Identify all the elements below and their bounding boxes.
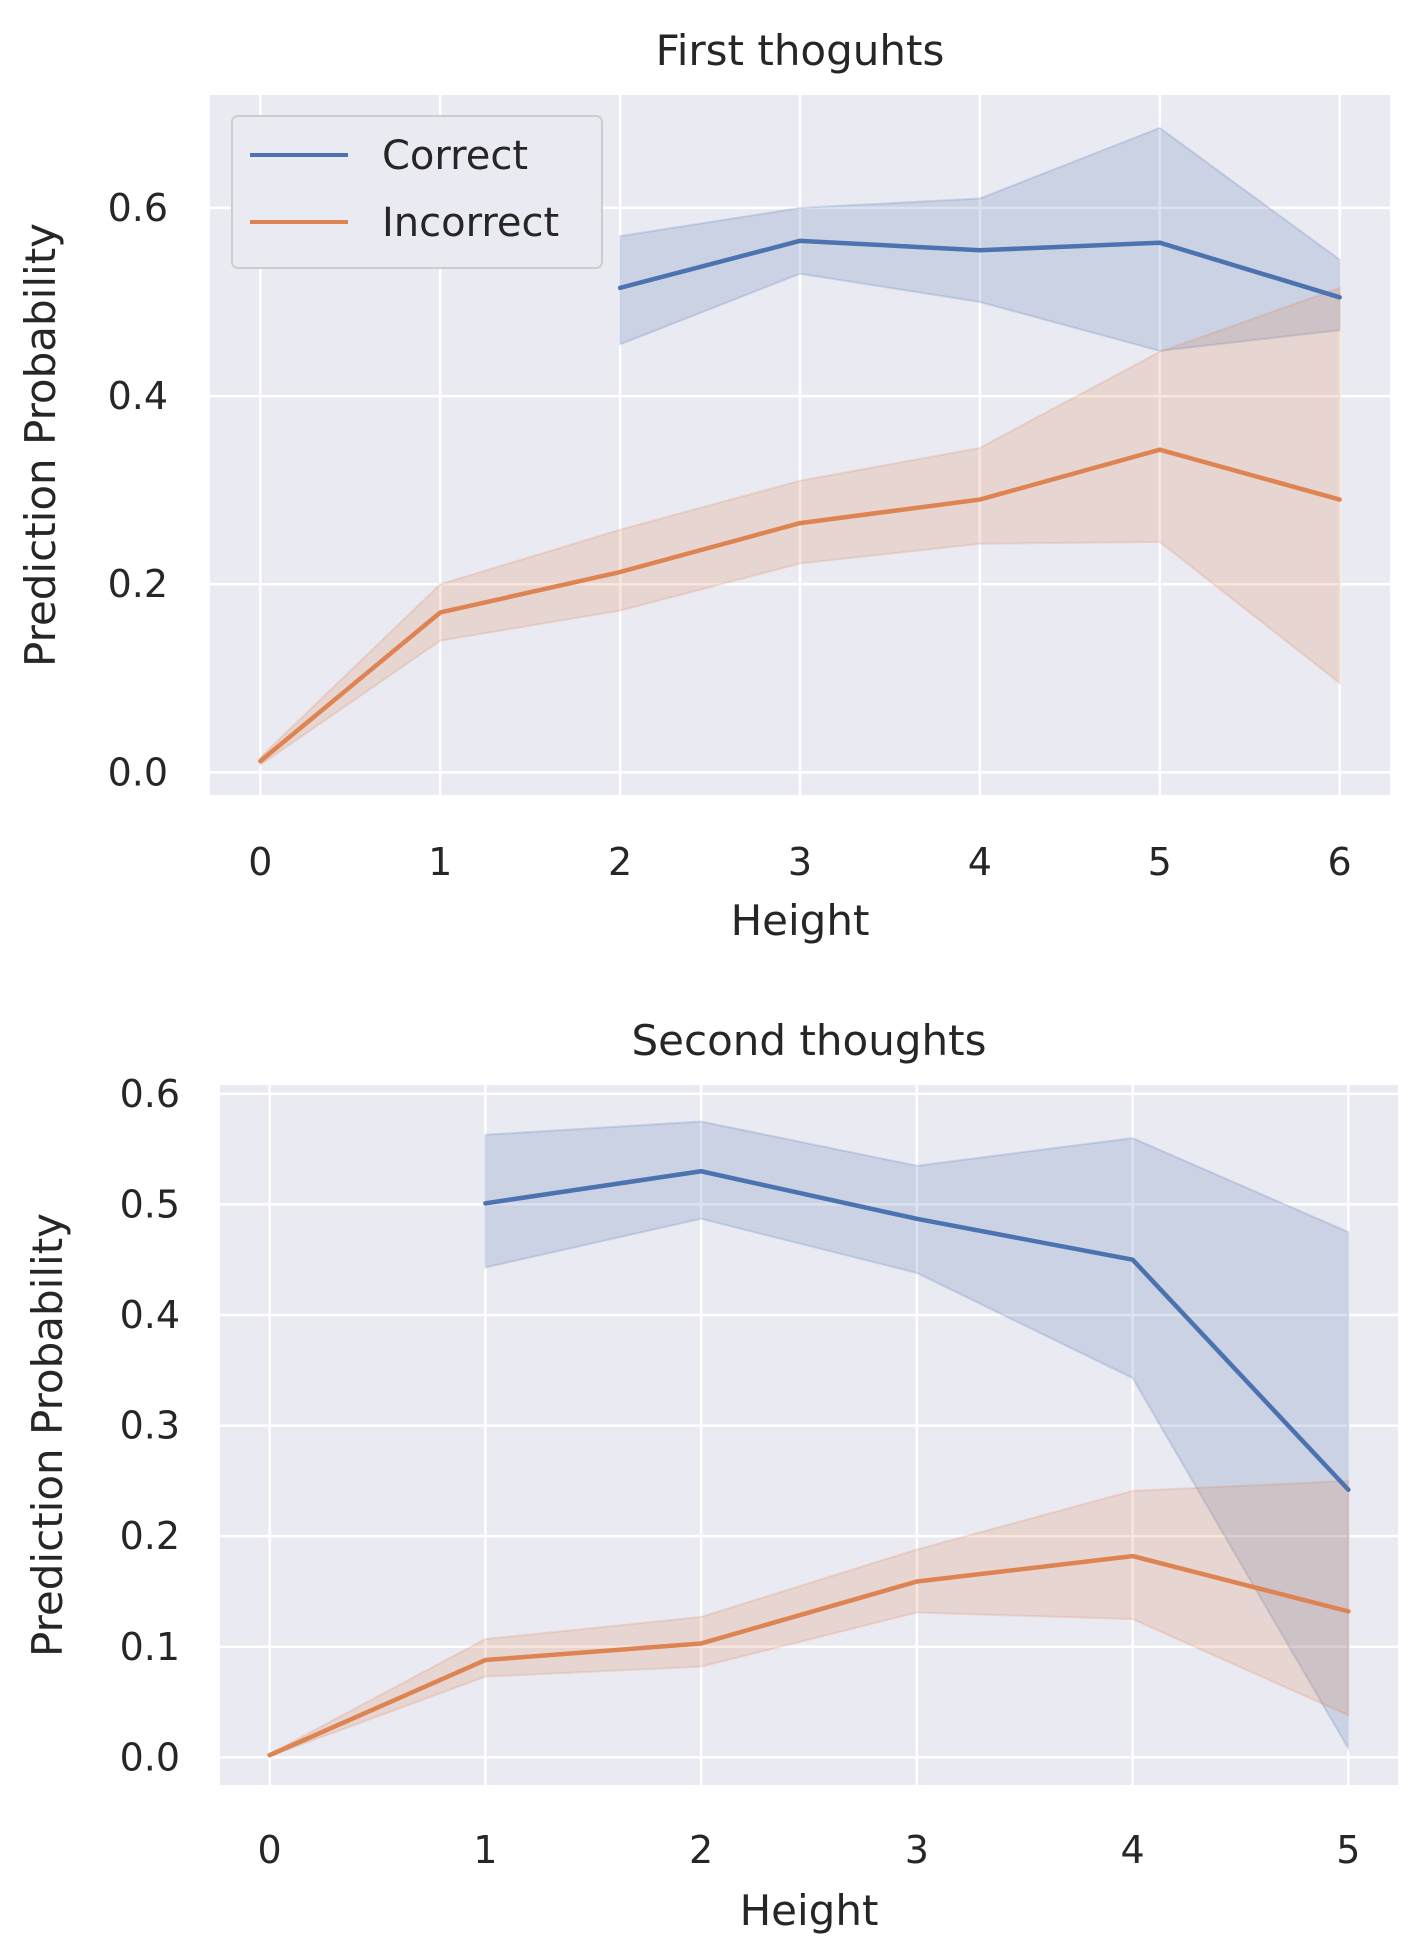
y-tick-label: 0.5 bbox=[120, 1182, 180, 1226]
plot-area bbox=[220, 1085, 1398, 1785]
y-tick-label: 0.4 bbox=[108, 374, 168, 418]
x-tick-label: 2 bbox=[689, 1828, 713, 1872]
y-tick-label: 0.6 bbox=[108, 186, 168, 230]
chart-first-thoughts: 0 1 2 3 4 5 6 0.0 0.2 0.4 0.6 First thoguhts Heig… bbox=[16, 26, 1390, 945]
y-axis-label: Prediction Probability bbox=[16, 223, 65, 667]
x-tick-labels: 0 1 2 3 4 5 bbox=[258, 1828, 1361, 1872]
confidence-bands bbox=[259, 126, 1341, 767]
x-axis-label: Height bbox=[731, 896, 870, 945]
legend: Correct Incorrect bbox=[231, 115, 603, 269]
series-line-correct bbox=[617, 238, 1342, 300]
y-tick-label: 0.2 bbox=[120, 1514, 180, 1558]
series-lines bbox=[267, 1169, 1351, 1758]
y-tick-label: 0.1 bbox=[120, 1625, 180, 1669]
x-tick-label: 5 bbox=[1336, 1828, 1360, 1872]
y-tick-label: 0.0 bbox=[108, 750, 168, 794]
x-tick-label: 4 bbox=[1121, 1828, 1145, 1872]
y-axis-label: Prediction Probability bbox=[23, 1213, 72, 1657]
y-tick-labels: 0.0 0.2 0.4 0.6 bbox=[108, 186, 168, 795]
legend-label-incorrect: Incorrect bbox=[382, 200, 559, 246]
confidence-bands bbox=[268, 1120, 1350, 1758]
y-tick-label: 0.2 bbox=[108, 562, 168, 606]
series-line-incorrect bbox=[267, 1553, 1351, 1758]
series-line-incorrect bbox=[258, 447, 1342, 764]
series-line-correct bbox=[483, 1169, 1351, 1492]
y-tick-label: 0.4 bbox=[120, 1293, 180, 1337]
chart-title: First thoguhts bbox=[656, 26, 945, 75]
x-tick-label: 1 bbox=[428, 840, 452, 884]
y-tick-labels: 0.0 0.1 0.2 0.3 0.4 0.5 0.6 bbox=[120, 1072, 180, 1780]
y-tick-label: 0.3 bbox=[120, 1404, 180, 1448]
series-lines bbox=[258, 238, 1342, 764]
x-tick-label: 2 bbox=[608, 840, 632, 884]
x-axis-label: Height bbox=[740, 1886, 879, 1935]
x-tick-labels: 0 1 2 3 4 5 6 bbox=[248, 840, 1351, 884]
ci-band-correct bbox=[484, 1120, 1350, 1753]
y-tick-label: 0.0 bbox=[120, 1735, 180, 1779]
x-tick-label: 1 bbox=[473, 1828, 497, 1872]
gridlines bbox=[210, 95, 1390, 795]
ci-band-incorrect bbox=[259, 286, 1341, 767]
x-tick-label: 3 bbox=[788, 840, 812, 884]
x-tick-label: 4 bbox=[968, 840, 992, 884]
legend-label-correct: Correct bbox=[382, 133, 528, 179]
ci-band-incorrect bbox=[268, 1479, 1350, 1758]
ci-band-correct bbox=[619, 126, 1341, 352]
x-tick-label: 5 bbox=[1148, 840, 1172, 884]
x-tick-label: 0 bbox=[248, 840, 272, 884]
x-tick-label: 0 bbox=[258, 1828, 282, 1872]
y-tick-label: 0.6 bbox=[120, 1072, 180, 1116]
chart-title: Second thoughts bbox=[632, 1016, 987, 1065]
x-tick-label: 3 bbox=[905, 1828, 929, 1872]
chart-second-thoughts: 0 1 2 3 4 5 0.0 0.1 0.2 0.3 0.4 0.5 0.6 Second thou… bbox=[23, 1016, 1398, 1935]
x-tick-label: 6 bbox=[1328, 840, 1352, 884]
